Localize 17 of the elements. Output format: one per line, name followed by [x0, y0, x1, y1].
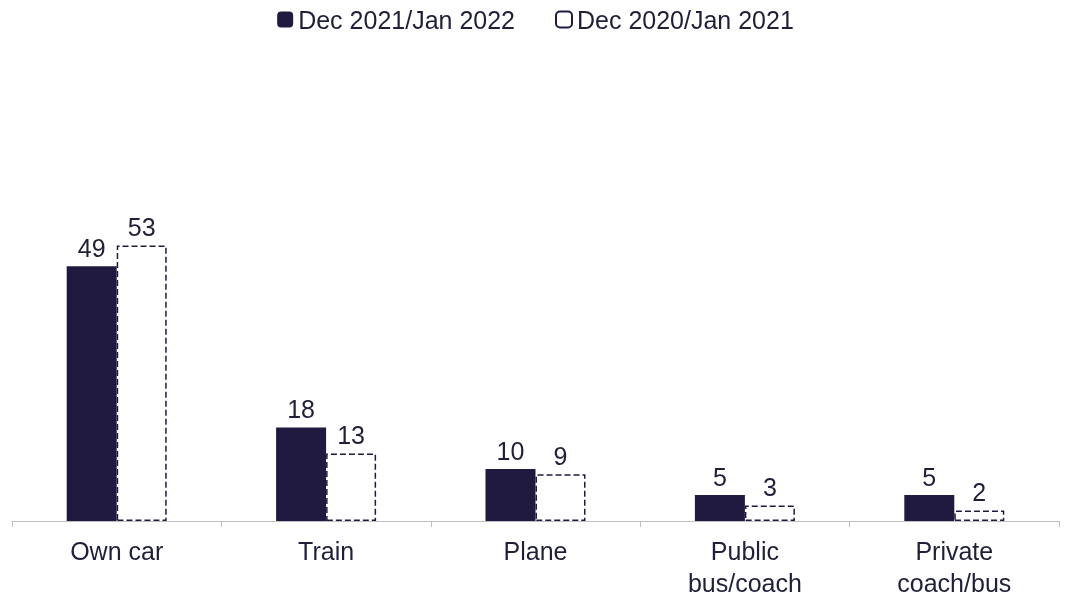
- x-tick-label: Train: [298, 537, 355, 565]
- legend-label: Dec 2020/Jan 2021: [577, 5, 794, 34]
- data-label: 13: [337, 420, 366, 449]
- x-tick-label: Plane: [503, 537, 568, 565]
- data-label: 3: [762, 472, 777, 501]
- data-label: 49: [77, 233, 106, 262]
- legend-label: Dec 2021/Jan 2022: [298, 5, 516, 34]
- data-label: 2: [972, 478, 987, 507]
- data-label: 9: [553, 441, 568, 470]
- data-label: 5: [922, 462, 937, 491]
- data-label: 10: [496, 436, 525, 465]
- data-label: 53: [127, 212, 156, 241]
- data-label: 18: [287, 394, 316, 423]
- x-tick-label: Public bus/coach: [687, 537, 802, 597]
- x-tick-label: Own car: [70, 537, 164, 565]
- x-tick-label: Private coach/bus: [897, 537, 1012, 597]
- data-label: 5: [712, 462, 727, 491]
